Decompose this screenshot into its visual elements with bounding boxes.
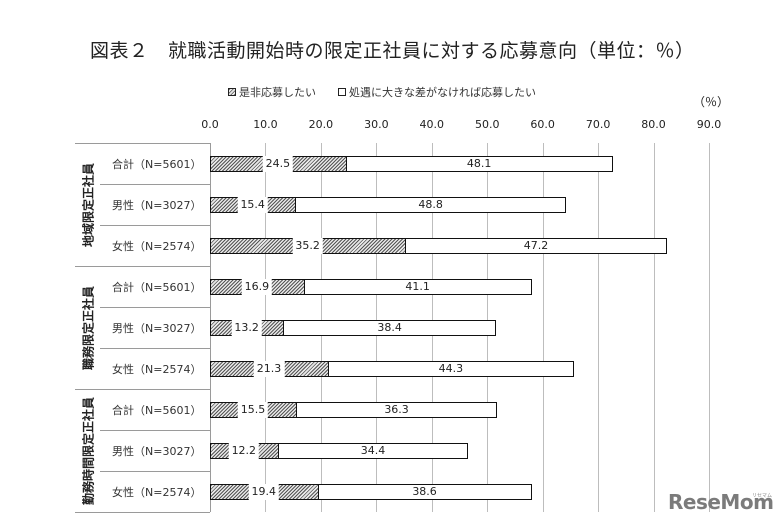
x-tick-label: 70.0 [585, 118, 611, 131]
bar-segment-conditional [295, 401, 498, 418]
x-tick-label: 90.0 [696, 118, 722, 131]
unit-label: （％） [693, 95, 730, 109]
data-label: 48.8 [418, 197, 443, 211]
data-label: 16.9 [241, 278, 273, 295]
bottom-border [75, 512, 210, 513]
bar-segment-conditional [405, 237, 667, 254]
x-tick-label: 60.0 [530, 118, 555, 131]
gridline [709, 143, 710, 512]
data-label: 34.4 [360, 443, 386, 457]
data-label: 44.3 [438, 361, 464, 375]
data-label: 36.3 [384, 402, 409, 416]
row-label: 男性（N=3027） [112, 198, 202, 212]
data-label: 15.4 [237, 196, 268, 213]
resemom-logo: ReseMom [668, 490, 774, 514]
data-label: 38.4 [377, 320, 402, 334]
gridline [653, 143, 655, 512]
bar-segment-conditional [317, 483, 532, 500]
hatched-swatch-icon [228, 88, 236, 96]
bar-segment-conditional [295, 196, 566, 213]
row-divider [100, 471, 210, 472]
data-label: 35.2 [292, 237, 323, 254]
x-tick-label: 0.0 [201, 118, 219, 131]
x-tick-label: 20.0 [308, 118, 334, 131]
data-label: 19.4 [248, 483, 280, 500]
legend: 是非応募したい 処遇に大きな差がなければ応募したい [228, 84, 536, 100]
gridline [598, 143, 600, 512]
row-divider [100, 307, 210, 308]
data-label: 12.2 [228, 442, 260, 459]
row-label: 合計（N=5601） [112, 280, 202, 294]
row-divider [100, 225, 210, 226]
bar-segment-conditional [328, 360, 574, 377]
x-tick-label: 50.0 [474, 118, 500, 131]
bar-segment-conditional [345, 155, 613, 172]
group-label: 勤務時間限定正社員 [81, 396, 96, 505]
group-divider [75, 143, 210, 144]
legend-item: 処遇に大きな差がなければ応募したい [338, 84, 536, 100]
data-label: 38.6 [412, 484, 437, 498]
bar-segment-conditional [303, 278, 532, 295]
row-label: 女性（N=2574） [112, 239, 202, 253]
data-label: 24.5 [262, 155, 294, 172]
row-label: 女性（N=2574） [112, 485, 202, 499]
row-divider [100, 430, 210, 431]
data-label: 41.1 [405, 279, 430, 293]
group-label: 職務限定正社員 [81, 285, 96, 370]
bar-segment-conditional [277, 442, 469, 459]
x-axis-ticks: 0.0 10.0 20.0 30.0 40.0 50.0 60.0 70.0 80.0 90.0 [0, 118, 781, 132]
legend-label: 処遇に大きな差がなければ応募したい [349, 86, 536, 99]
row-label: 男性（N=3027） [112, 321, 202, 335]
bar-segment-conditional [283, 319, 497, 336]
row-divider [100, 348, 210, 349]
legend-label: 是非応募したい [239, 86, 316, 99]
data-label: 15.5 [237, 401, 269, 418]
legend-item: 是非応募したい [228, 84, 316, 100]
data-label: 48.1 [466, 156, 492, 170]
x-tick-label: 40.0 [419, 118, 445, 131]
x-tick-label: 10.0 [253, 118, 278, 131]
resemom-logo-sub: リセマム [752, 493, 773, 499]
row-divider [100, 184, 210, 185]
group-divider [75, 266, 210, 267]
data-label: 21.3 [253, 360, 285, 377]
group-divider [75, 389, 210, 390]
data-label: 13.2 [231, 319, 262, 336]
chart-title: 図表２ 就職活動開始時の限定正社員に対する応募意向（単位：％） [90, 40, 695, 62]
data-label: 47.2 [523, 238, 549, 252]
row-label: 合計（N=5601） [112, 157, 202, 171]
x-tick-label: 80.0 [641, 118, 666, 131]
x-tick-label: 30.0 [364, 118, 389, 131]
open-swatch-icon [338, 88, 346, 96]
row-label: 合計（N=5601） [112, 403, 202, 417]
gridline [542, 143, 544, 512]
row-label: 女性（N=2574） [112, 362, 202, 376]
group-label: 地域限定正社員 [81, 162, 96, 247]
row-label: 男性（N=3027） [112, 444, 202, 458]
